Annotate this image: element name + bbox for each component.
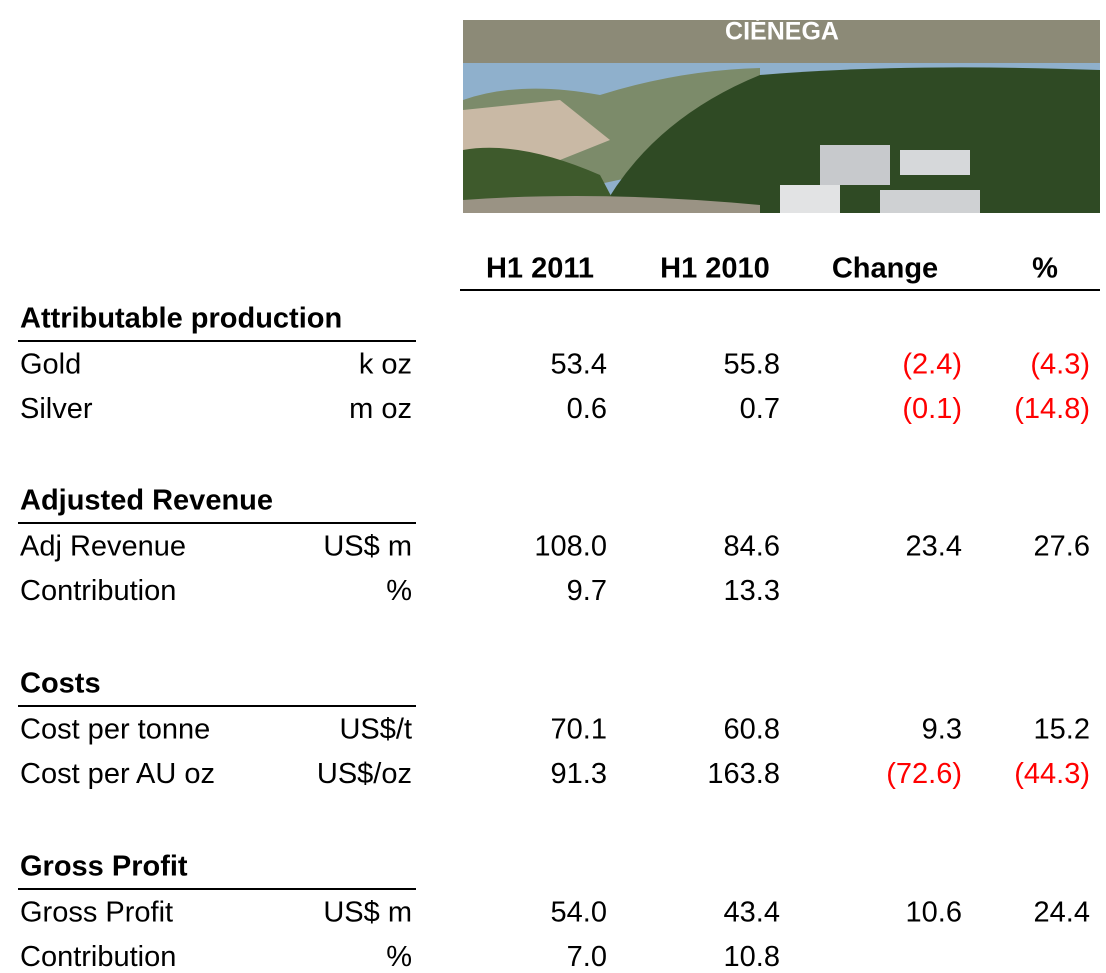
column-header: H1 2011 (486, 253, 594, 285)
cell-value: 163.8 (707, 758, 780, 790)
cell-value: 9.3 (922, 714, 962, 746)
cell-value: (0.1) (902, 393, 962, 425)
cell-value: 53.4 (551, 349, 607, 381)
cell-value: 9.7 (567, 575, 607, 607)
cell-value: 108.0 (534, 531, 607, 563)
cell-value: 13.3 (724, 575, 780, 607)
section-title: Gross Profit (20, 851, 188, 883)
cell-value: 54.0 (551, 897, 607, 929)
cell-value: 24.4 (1034, 897, 1090, 929)
cell-value: 84.6 (724, 531, 780, 563)
section-title: Attributable production (20, 303, 342, 335)
row-label: Contribution (20, 941, 176, 973)
unit: US$/t (339, 714, 412, 746)
mine-photo (463, 63, 1100, 213)
unit: % (386, 941, 412, 973)
cell-value: 15.2 (1034, 714, 1090, 746)
unit: m oz (349, 393, 412, 425)
row-label: Adj Revenue (20, 531, 186, 563)
cell-value: 27.6 (1034, 531, 1090, 563)
cell-value: 91.3 (551, 758, 607, 790)
cell-value: (14.8) (1014, 393, 1090, 425)
column-header: Change (832, 253, 938, 285)
cell-value: 0.7 (740, 393, 780, 425)
unit: US$/oz (317, 758, 412, 790)
column-header: H1 2010 (660, 253, 770, 285)
cell-value: (4.3) (1030, 349, 1090, 381)
unit: k oz (359, 349, 412, 381)
section-title: Costs (20, 668, 101, 700)
cell-value: 60.8 (724, 714, 780, 746)
unit: % (386, 575, 412, 607)
row-label: Contribution (20, 575, 176, 607)
cell-value: (2.4) (902, 349, 962, 381)
row-label: Gross Profit (20, 897, 173, 929)
cell-value: 10.6 (906, 897, 962, 929)
cell-value: 10.8 (724, 941, 780, 973)
cell-value: (72.6) (886, 758, 962, 790)
column-header: % (1032, 253, 1058, 285)
cell-value: 43.4 (724, 897, 780, 929)
row-label: Cost per tonne (20, 714, 210, 746)
title-band (463, 20, 1100, 63)
cell-value: 55.8 (724, 349, 780, 381)
cell-value: 23.4 (906, 531, 962, 563)
unit: US$ m (323, 897, 412, 929)
cell-value: 7.0 (567, 941, 607, 973)
cell-value: (44.3) (1014, 758, 1090, 790)
cell-value: 70.1 (551, 714, 607, 746)
cell-value: 0.6 (567, 393, 607, 425)
row-label: Gold (20, 349, 81, 381)
unit: US$ m (323, 531, 412, 563)
section-title: Adjusted Revenue (20, 485, 273, 517)
row-label: Cost per AU oz (20, 758, 215, 790)
row-label: Silver (20, 393, 93, 425)
title: CIÉNEGA (725, 17, 839, 46)
